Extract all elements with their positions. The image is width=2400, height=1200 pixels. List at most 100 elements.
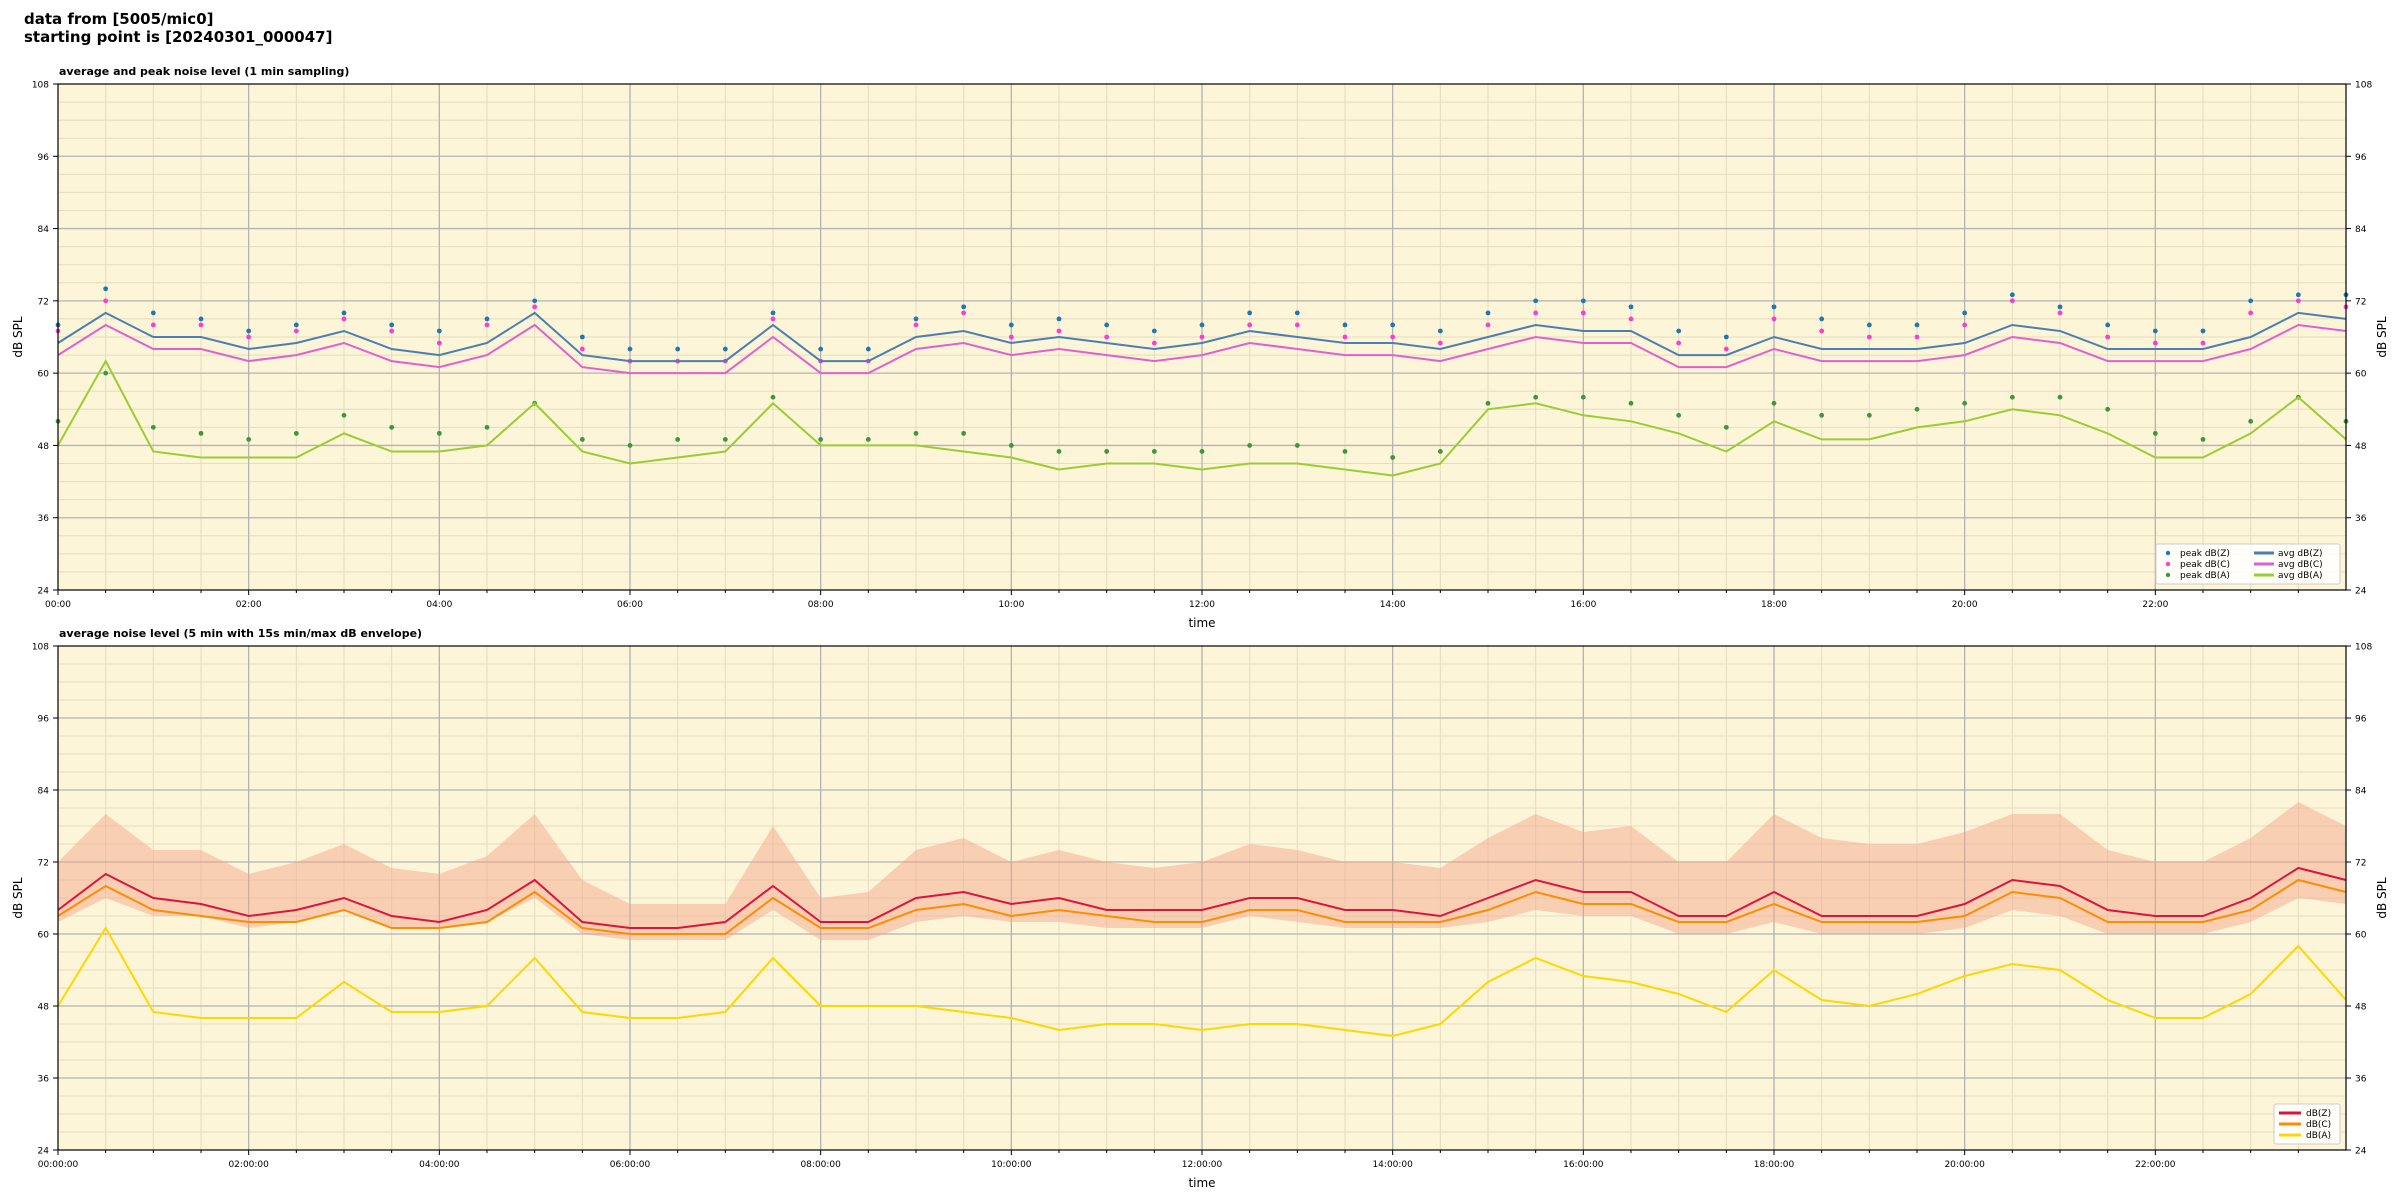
y-tick-label: 36	[38, 1075, 50, 1085]
peak-a-point	[2105, 406, 2111, 412]
y-tick-label-right: 36	[2355, 514, 2367, 524]
peak-c-point	[1247, 322, 1253, 328]
y-tick-label-right: 60	[2355, 931, 2367, 941]
peak-a-point	[150, 424, 156, 430]
chart-1min: 24 24 36 36 48 48 60 60 72 72 84 84 96 96 108 108 00:00 0…	[11, 65, 2389, 630]
avg-a-line	[57, 359, 2347, 477]
peak-a-point	[2152, 430, 2158, 436]
peak-c-point	[961, 310, 967, 316]
peak-c-point	[2152, 340, 2158, 346]
chart-title: average noise level (5 min with 15s min/…	[59, 627, 422, 640]
y-tick-label: 24	[38, 1147, 50, 1157]
peak-a-point	[246, 437, 252, 442]
x-tick-label: 02:00:00	[228, 1160, 269, 1170]
y-tick-label: 60	[38, 370, 50, 380]
legend-label: peak dB(Z)	[2180, 549, 2230, 559]
x-axis-label: time	[1188, 616, 1215, 630]
peak-a-point	[1342, 449, 1348, 454]
peak-z-point	[484, 316, 490, 322]
peak-z-point	[770, 310, 776, 316]
x-tick-label: 00:00:00	[38, 1160, 79, 1170]
peak-a-point	[579, 437, 585, 442]
y-tick-label-right: 60	[2355, 370, 2367, 380]
peak-z-point	[2152, 328, 2158, 334]
avg-c-line	[57, 323, 2347, 375]
peak-z-point	[1533, 298, 1539, 304]
peak-a-point	[1104, 449, 1110, 454]
chart-title: average and peak noise level (1 min samp…	[59, 65, 349, 78]
peak-z-point	[1485, 310, 1491, 316]
peak-z-point	[341, 310, 347, 316]
peak-c-point	[1819, 328, 1825, 334]
peak-z-point	[1676, 328, 1682, 334]
peak-a-point	[436, 430, 442, 436]
min-max-envelope	[58, 802, 2346, 940]
y-tick-label-right: 48	[2355, 1003, 2367, 1013]
x-tick-label: 22:00:00	[2135, 1160, 2176, 1170]
chart-5min: 24 24 36 36 48 48 60 60 72 72 84 84 96 96 108 108 00:00:…	[11, 627, 2389, 1190]
peak-z-point	[1437, 328, 1443, 334]
x-tick-label: 00:00	[45, 600, 71, 610]
peak-c-point	[1485, 322, 1491, 328]
peak-c-point	[198, 322, 204, 328]
x-axis-label: time	[1188, 1176, 1215, 1190]
peak-c-point	[1628, 316, 1634, 322]
peak-z-point	[1151, 328, 1157, 334]
peak-z-point	[1628, 304, 1634, 310]
peak-z-point	[675, 346, 681, 352]
peak-c-point	[293, 328, 299, 334]
peak-c-point	[1580, 310, 1586, 316]
peak-c-point	[1676, 340, 1682, 346]
x-tick-label: 12:00:00	[1182, 1160, 1223, 1170]
peak-z-point	[198, 316, 204, 322]
peak-z-point	[436, 328, 442, 334]
x-tick-label: 20:00:00	[1944, 1160, 1985, 1170]
peak-z-point	[1962, 310, 1968, 316]
legend-box	[2155, 543, 2341, 585]
peak-z-point	[2295, 292, 2301, 298]
peak-c-point	[246, 334, 252, 340]
peak-z-point	[2057, 304, 2063, 310]
y-axis-label-right: dB SPL	[2375, 877, 2389, 919]
legend-label: dB(Z)	[2306, 1109, 2331, 1119]
peak-a-point	[1866, 412, 1872, 418]
peak-a-point	[1056, 449, 1062, 454]
peak-a-point	[1914, 406, 1920, 412]
peak-c-point	[1866, 334, 1872, 340]
x-tick-label: 10:00	[998, 600, 1024, 610]
legend-label: dB(A)	[2306, 1131, 2331, 1141]
peak-z-point	[1294, 310, 1300, 316]
peak-c-point	[1199, 334, 1205, 340]
peak-a-point	[1437, 449, 1443, 454]
y-axis-label-right: dB SPL	[2375, 316, 2389, 358]
peak-a-point	[198, 430, 204, 436]
y-tick-label: 72	[38, 297, 49, 307]
legend-label: avg dB(Z)	[2278, 549, 2323, 559]
x-tick-label: 08:00:00	[800, 1160, 841, 1170]
peak-c-point	[150, 322, 156, 328]
legend-label: peak dB(C)	[2180, 560, 2230, 570]
x-tick-label: 04:00:00	[419, 1160, 460, 1170]
peak-z-point	[1723, 334, 1729, 340]
peak-a-point	[1723, 424, 1729, 430]
header-starting-point: starting point is [20240301_000047]	[24, 28, 333, 46]
peak-z-point	[246, 328, 252, 334]
peak-a-point	[1151, 449, 1157, 454]
x-tick-label: 14:00:00	[1372, 1160, 1413, 1170]
peak-c-point	[1294, 322, 1300, 328]
dba-line	[57, 926, 2347, 1038]
y-tick-label-right: 24	[2355, 587, 2367, 597]
peak-c-point	[436, 340, 442, 346]
peak-c-point	[579, 346, 585, 352]
peak-a-point	[1676, 412, 1682, 418]
dbz-line	[57, 866, 2347, 929]
peak-a-point	[103, 370, 109, 376]
peak-a-point	[865, 437, 871, 442]
peak-c-point	[1390, 334, 1396, 340]
y-tick-label: 36	[38, 514, 50, 524]
legend-label: avg dB(A)	[2278, 571, 2322, 581]
peak-a-point	[2200, 437, 2206, 442]
peak-a-point	[1485, 400, 1491, 406]
peak-c-point	[2009, 298, 2015, 304]
x-tick-label: 22:00	[2142, 600, 2168, 610]
